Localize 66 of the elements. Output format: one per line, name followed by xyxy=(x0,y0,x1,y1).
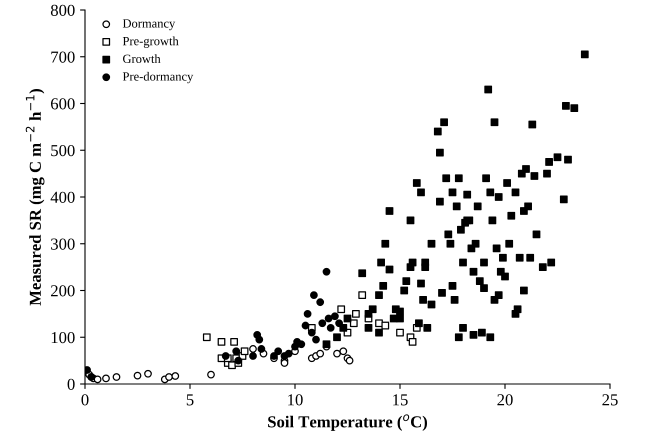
point xyxy=(322,268,330,276)
point xyxy=(326,324,335,332)
point xyxy=(165,373,173,381)
point xyxy=(222,352,230,360)
point xyxy=(358,291,366,300)
y-tick-label: 100 xyxy=(52,332,75,344)
legend-label: Growth xyxy=(123,54,161,64)
point xyxy=(144,370,152,378)
point xyxy=(333,350,341,358)
point xyxy=(337,305,346,314)
y-tick-label: 500 xyxy=(51,144,75,156)
point xyxy=(324,314,332,322)
point xyxy=(308,328,316,336)
point xyxy=(258,345,266,353)
y-axis-title: Measured SR (mg C m$^{−2}$ h$^{−1}$) xyxy=(26,89,44,306)
point xyxy=(218,338,226,346)
point xyxy=(312,336,320,344)
x-tick-label: 20 xyxy=(497,394,513,406)
y-tick-label: 700 xyxy=(51,51,75,63)
x-tick-label: 10 xyxy=(288,394,303,406)
legend-label: Dormancy xyxy=(122,19,176,30)
point xyxy=(255,336,264,344)
point xyxy=(112,373,120,381)
point xyxy=(270,352,278,360)
point xyxy=(396,328,404,336)
point xyxy=(335,319,343,328)
point xyxy=(94,375,102,384)
point xyxy=(240,347,248,356)
point xyxy=(230,338,238,346)
point xyxy=(134,372,142,380)
point xyxy=(274,347,282,356)
point xyxy=(304,310,312,318)
point xyxy=(207,370,215,379)
point xyxy=(352,310,360,318)
legend-label: Pre-growth xyxy=(122,36,179,48)
point xyxy=(280,359,288,367)
y-tick-label: 300 xyxy=(51,238,75,250)
point xyxy=(284,350,293,358)
y-tick-label: 400 xyxy=(50,192,75,203)
point xyxy=(316,298,324,306)
point xyxy=(249,352,257,360)
point xyxy=(249,345,257,353)
point xyxy=(318,319,326,328)
x-axis-title: Soil Temperature ($^{o}$C) xyxy=(268,414,428,431)
x-tick-label: 5 xyxy=(186,394,194,406)
point xyxy=(102,374,110,382)
x-tick-label: 25 xyxy=(602,394,618,406)
point xyxy=(232,347,240,356)
point xyxy=(310,291,318,300)
point xyxy=(202,333,211,342)
x-tick-label: 15 xyxy=(393,394,408,406)
y-tick-label: 0 xyxy=(68,378,75,390)
point xyxy=(331,312,339,320)
point xyxy=(234,356,242,365)
y-tick-label: 200 xyxy=(51,285,75,296)
point xyxy=(302,322,310,330)
point xyxy=(171,372,180,380)
y-tick-label: 800 xyxy=(50,4,75,16)
point xyxy=(346,356,354,365)
legend-label: Pre-dormancy xyxy=(122,72,194,84)
point xyxy=(381,322,390,330)
point xyxy=(408,338,416,346)
x-tick-label: 0 xyxy=(81,394,89,406)
point xyxy=(339,347,348,356)
y-tick-label: 600 xyxy=(50,98,75,110)
point xyxy=(316,350,324,358)
